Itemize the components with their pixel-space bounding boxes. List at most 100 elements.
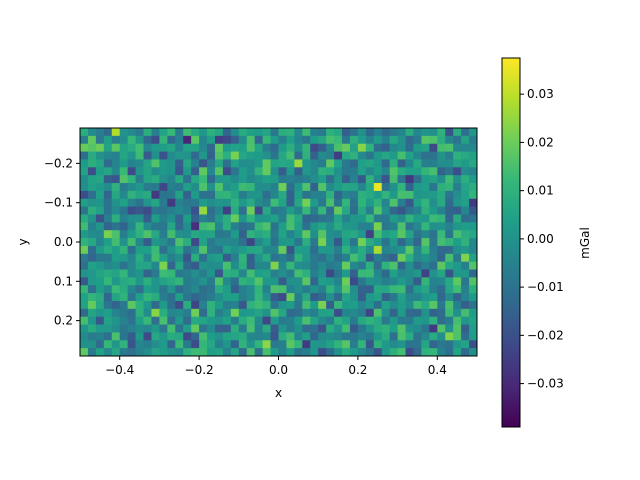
heatmap-cell bbox=[143, 151, 152, 160]
heatmap-cell bbox=[119, 167, 129, 176]
heatmap-cell bbox=[214, 316, 224, 325]
heatmap-cell bbox=[278, 285, 287, 294]
heatmap-cell bbox=[357, 167, 367, 176]
heatmap-cell bbox=[310, 190, 319, 200]
heatmap-cell bbox=[318, 143, 327, 152]
heatmap-cell bbox=[238, 300, 248, 310]
heatmap-cell bbox=[326, 151, 335, 160]
heatmap-cell bbox=[413, 206, 422, 215]
heatmap-cell bbox=[254, 183, 264, 192]
heatmap-cell bbox=[334, 245, 343, 255]
heatmap-cell bbox=[119, 348, 129, 357]
heatmap-cell bbox=[87, 214, 97, 223]
heatmap-cell bbox=[80, 175, 89, 184]
heatmap-cell bbox=[238, 293, 248, 302]
heatmap-cell bbox=[365, 198, 375, 208]
heatmap-cell bbox=[469, 316, 478, 325]
heatmap-cell bbox=[469, 167, 478, 176]
heatmap-cell bbox=[167, 324, 176, 333]
heatmap-cell bbox=[334, 277, 343, 286]
heatmap-cell bbox=[214, 261, 224, 270]
heatmap-cell bbox=[437, 238, 446, 247]
heatmap-cell bbox=[191, 348, 200, 357]
heatmap-cell bbox=[199, 348, 208, 357]
heatmap-cell bbox=[429, 332, 438, 341]
heatmap-cell bbox=[342, 190, 351, 200]
heatmap-cell bbox=[191, 277, 200, 286]
heatmap-cell bbox=[222, 190, 232, 200]
heatmap-cell bbox=[183, 238, 192, 247]
heatmap-cell bbox=[119, 269, 129, 278]
heatmap-cell bbox=[270, 238, 279, 247]
heatmap-cell bbox=[127, 222, 136, 231]
heatmap-cell bbox=[103, 253, 113, 263]
heatmap-cell bbox=[318, 135, 327, 145]
heatmap-cell bbox=[230, 324, 240, 333]
heatmap-cell bbox=[302, 316, 311, 325]
heatmap-cell bbox=[238, 285, 248, 294]
heatmap-cell bbox=[230, 261, 240, 270]
heatmap-cell bbox=[469, 293, 478, 302]
heatmap-cell bbox=[286, 316, 295, 325]
heatmap-cell bbox=[135, 214, 144, 223]
heatmap-cell bbox=[191, 293, 200, 302]
heatmap-cell bbox=[103, 308, 113, 318]
heatmap-cell bbox=[373, 135, 383, 145]
heatmap-cell bbox=[342, 159, 351, 168]
heatmap-cell bbox=[389, 206, 398, 215]
heatmap-cell bbox=[278, 222, 287, 231]
heatmap-cell bbox=[143, 128, 152, 137]
heatmap-cell bbox=[334, 293, 343, 302]
heatmap-cell bbox=[437, 332, 446, 341]
heatmap-cell bbox=[429, 277, 438, 286]
heatmap-cell bbox=[167, 316, 176, 325]
heatmap-cell bbox=[262, 308, 271, 318]
heatmap-cell bbox=[294, 175, 303, 184]
heatmap-cell bbox=[294, 308, 303, 318]
heatmap-cell bbox=[111, 206, 121, 215]
heatmap-cell bbox=[405, 253, 414, 263]
heatmap-cell bbox=[159, 198, 168, 208]
heatmap-cell bbox=[222, 159, 232, 168]
heatmap-cell bbox=[445, 198, 454, 208]
heatmap-cell bbox=[238, 190, 248, 200]
heatmap-cell bbox=[270, 253, 279, 263]
heatmap-cell bbox=[238, 308, 248, 318]
heatmap-cell bbox=[437, 206, 446, 215]
heatmap-cell bbox=[397, 293, 406, 302]
heatmap-cell bbox=[230, 230, 240, 239]
heatmap-cell bbox=[469, 245, 478, 255]
heatmap-cell bbox=[262, 340, 271, 349]
heatmap-cell bbox=[246, 159, 256, 168]
heatmap-cell bbox=[199, 285, 208, 294]
heatmap-cell bbox=[262, 190, 271, 200]
heatmap-cell bbox=[453, 277, 462, 286]
heatmap-cell bbox=[421, 175, 430, 184]
heatmap-cell bbox=[445, 183, 454, 192]
heatmap-cell bbox=[461, 277, 470, 286]
heatmap-cell bbox=[357, 238, 367, 247]
heatmap-cell bbox=[270, 206, 279, 215]
heatmap-cell bbox=[302, 285, 311, 294]
heatmap-cell bbox=[103, 135, 113, 145]
heatmap-cell bbox=[151, 183, 160, 192]
heatmap-cell bbox=[294, 198, 303, 208]
heatmap-cell bbox=[381, 198, 391, 208]
x-axis-label: x bbox=[275, 386, 282, 400]
heatmap-cell bbox=[326, 190, 335, 200]
heatmap-cell bbox=[453, 167, 462, 176]
heatmap-cell bbox=[119, 230, 129, 239]
heatmap-cell bbox=[230, 183, 240, 192]
heatmap-cell bbox=[389, 340, 398, 349]
heatmap-cell bbox=[246, 175, 256, 184]
heatmap-cell bbox=[199, 135, 208, 145]
heatmap-cell bbox=[175, 261, 184, 270]
heatmap-cell bbox=[207, 135, 216, 145]
heatmap-cell bbox=[373, 151, 383, 160]
heatmap-cell bbox=[405, 151, 414, 160]
heatmap-cell bbox=[334, 135, 343, 145]
heatmap-cell bbox=[95, 143, 105, 152]
heatmap-cell bbox=[254, 230, 264, 239]
heatmap-cell bbox=[326, 261, 335, 270]
heatmap-cell bbox=[405, 159, 414, 168]
